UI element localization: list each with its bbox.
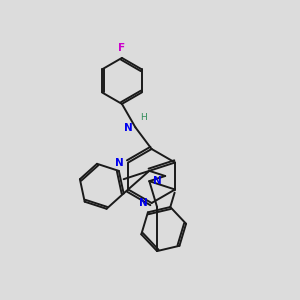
Text: H: H bbox=[140, 113, 147, 122]
Text: N: N bbox=[139, 198, 148, 208]
Text: N: N bbox=[153, 176, 162, 186]
Text: F: F bbox=[118, 43, 125, 53]
Text: N: N bbox=[116, 158, 124, 167]
Text: N: N bbox=[124, 123, 132, 134]
